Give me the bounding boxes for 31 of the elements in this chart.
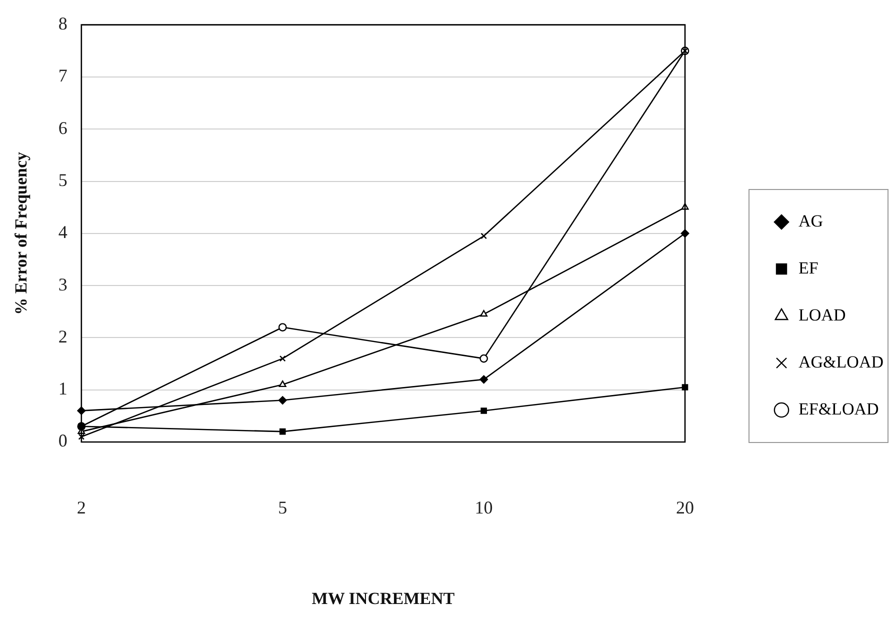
legend-label: LOAD (798, 305, 846, 324)
y-tick-label: 8 (58, 14, 68, 34)
point (480, 408, 487, 414)
point (480, 354, 488, 363)
legend-label: AG (798, 211, 824, 230)
y-tick-label: 4 (58, 222, 68, 242)
legend-label: EF&LOAD (798, 399, 879, 418)
y-tick-label: 2 (58, 326, 68, 346)
point (480, 310, 488, 317)
x-tick-label: 5 (278, 498, 288, 518)
legend-label: AG&LOAD (798, 352, 884, 372)
y-tick-label: 5 (58, 170, 68, 190)
point (279, 428, 286, 435)
x-tick-label: 10 (474, 498, 493, 518)
point (78, 434, 85, 440)
y-axis-title: % Error of Frequency (12, 151, 31, 315)
x-axis-title: MW INCREMENT (312, 589, 456, 608)
point (480, 232, 487, 240)
y-tick-label: 7 (58, 66, 68, 86)
x-tick-label: 2 (76, 498, 86, 518)
point (279, 355, 286, 362)
y-tick-label: 0 (58, 430, 68, 451)
point (278, 323, 287, 332)
y-tick-label: 3 (58, 274, 68, 294)
legend-label: EF (798, 258, 818, 278)
point (278, 396, 287, 404)
point (278, 380, 286, 388)
point (480, 375, 488, 384)
x-tick-label: 20 (676, 498, 694, 518)
y-tick-label: 6 (58, 118, 68, 138)
y-tick-label: 1 (58, 378, 68, 399)
